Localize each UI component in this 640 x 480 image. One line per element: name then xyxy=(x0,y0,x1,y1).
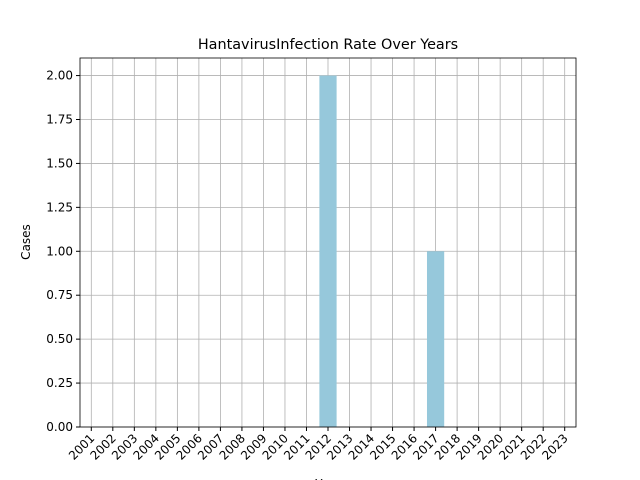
y-tick-label: 0.50 xyxy=(46,332,73,346)
y-tick-label: 0.00 xyxy=(46,420,73,434)
y-tick-label: 1.75 xyxy=(46,113,73,127)
plot-frame xyxy=(79,57,577,428)
x-axis-label: Year xyxy=(314,477,340,480)
y-axis-label: Cases xyxy=(19,224,33,260)
bar xyxy=(426,251,445,427)
y-tick-label: 0.25 xyxy=(46,376,73,390)
bar xyxy=(319,75,337,428)
y-tick-label: 2.00 xyxy=(46,69,73,83)
y-tick-label: 1.00 xyxy=(46,244,73,258)
y-tick-label: 0.75 xyxy=(46,288,73,302)
y-tick-label: 1.25 xyxy=(46,200,73,214)
y-tick-label: 1.50 xyxy=(46,156,73,170)
chart-title: HantavirusInfection Rate Over Years xyxy=(198,37,458,53)
